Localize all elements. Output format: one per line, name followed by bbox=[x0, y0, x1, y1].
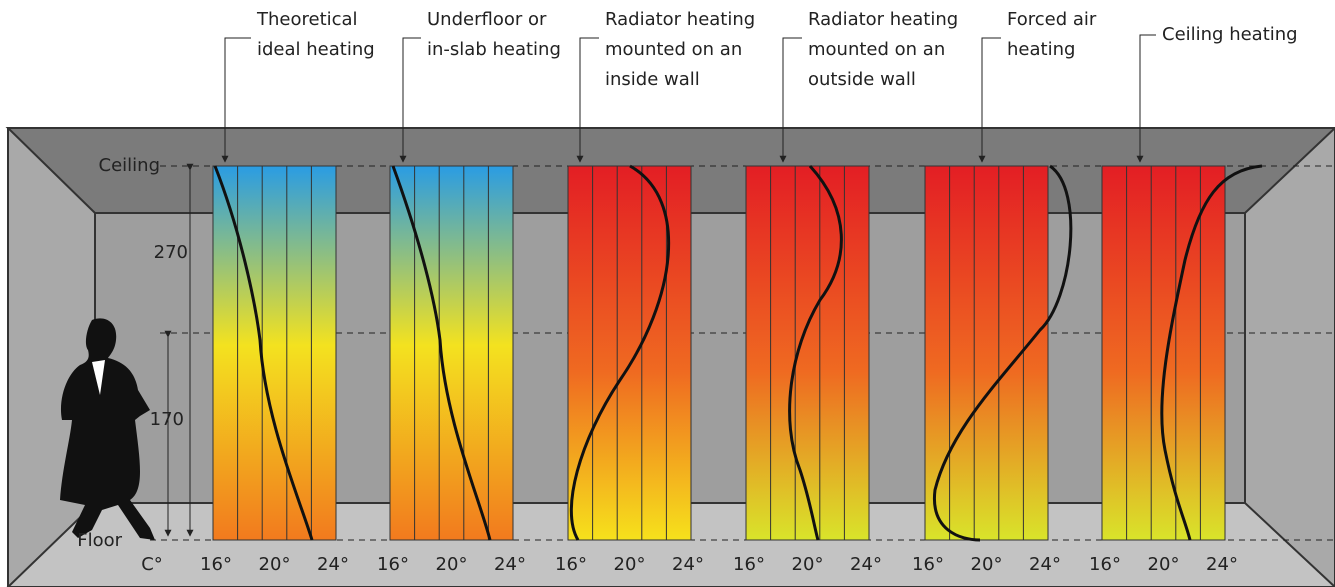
height-label: 170 bbox=[150, 409, 184, 430]
tick-label: 24° bbox=[1029, 554, 1061, 575]
tick-label: 24° bbox=[672, 554, 704, 575]
tick-label: 20° bbox=[436, 554, 468, 575]
temperature-panel bbox=[1102, 166, 1225, 540]
height-label: 270 bbox=[154, 242, 188, 263]
tick-label: 16° bbox=[555, 554, 587, 575]
tick-label: 24° bbox=[494, 554, 526, 575]
panel-label: Radiator heating bbox=[605, 9, 755, 30]
panel-label: outside wall bbox=[808, 69, 916, 90]
panel-label: Forced air bbox=[1007, 9, 1097, 30]
tick-label: 20° bbox=[971, 554, 1003, 575]
floor-label: Floor bbox=[77, 530, 122, 551]
temperature-panel bbox=[213, 166, 336, 540]
tick-label: 24° bbox=[317, 554, 349, 575]
tick-label: 24° bbox=[1206, 554, 1238, 575]
tick-label: 20° bbox=[614, 554, 646, 575]
panel-label: in-slab heating bbox=[427, 39, 561, 60]
tick-label: 16° bbox=[733, 554, 765, 575]
tick-label: 16° bbox=[1089, 554, 1121, 575]
tick-label: 16° bbox=[912, 554, 944, 575]
tick-label: 16° bbox=[377, 554, 409, 575]
temperature-panel bbox=[390, 166, 513, 540]
temperature-panel bbox=[568, 166, 691, 540]
ceiling-label: Ceiling bbox=[99, 155, 160, 176]
tick-label: 20° bbox=[1148, 554, 1180, 575]
panel-label: mounted on an bbox=[808, 39, 945, 60]
panel-label: Theoretical bbox=[256, 9, 358, 30]
tick-label: 24° bbox=[850, 554, 882, 575]
diagram: Theoretical ideal heating 16° 20° 24° Underfl… bbox=[0, 0, 1335, 587]
panel-label: mounted on an bbox=[605, 39, 742, 60]
panel-label: inside wall bbox=[605, 69, 700, 90]
tick-label: 20° bbox=[792, 554, 824, 575]
temperature-panel bbox=[746, 166, 869, 540]
panel-label: Ceiling heating bbox=[1162, 24, 1298, 45]
panel-label: Radiator heating bbox=[808, 9, 958, 30]
panel-label: Underfloor or bbox=[427, 9, 547, 30]
tick-label: 20° bbox=[259, 554, 291, 575]
panel-label: ideal heating bbox=[257, 39, 375, 60]
unit-label: C° bbox=[141, 554, 163, 575]
temperature-panel bbox=[925, 166, 1048, 540]
panel-label: heating bbox=[1007, 39, 1075, 60]
tick-label: 16° bbox=[200, 554, 232, 575]
